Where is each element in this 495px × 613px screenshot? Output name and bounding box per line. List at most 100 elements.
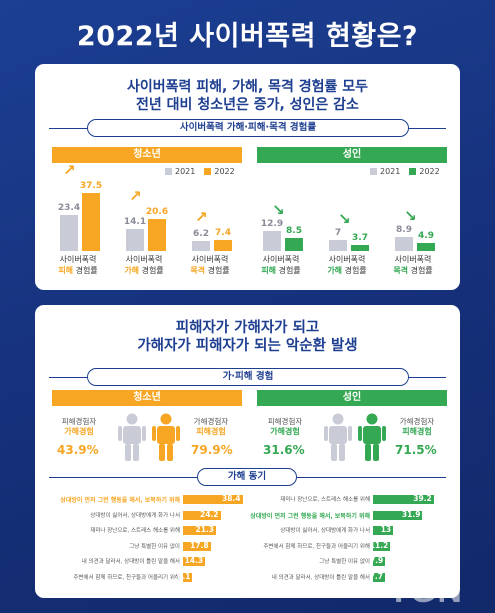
adult-value-2022: 4.9 bbox=[418, 231, 434, 242]
youth-bar-2021 bbox=[60, 214, 78, 251]
adult-bar-2021 bbox=[329, 240, 347, 251]
youth-motive-value: 6.1 bbox=[177, 571, 191, 581]
youth-offender-label: 가해경험자 피해경험 bbox=[193, 417, 229, 436]
adult-offender-pct: 71.5% bbox=[395, 443, 437, 457]
adult-motive-bar: 11.2 bbox=[369, 540, 391, 551]
youth-group-header: 청소년 bbox=[52, 390, 242, 406]
youth-category-label: 사이버폭력 목격 경험률 bbox=[190, 255, 230, 275]
youth-motive-label: 상대방이 먼저 그런 행동을 해서, 보복하기 위해 bbox=[60, 497, 180, 504]
youth-motive-value: 17.8 bbox=[190, 540, 209, 550]
youth-legend: 2021 2022 bbox=[165, 167, 235, 176]
youth-bar-2021 bbox=[126, 229, 144, 251]
youth-motive-value: 38.4 bbox=[222, 494, 241, 503]
youth-value-2021: 6.2 bbox=[193, 229, 209, 240]
adult-offender-label: 가해경험자 피해경험 bbox=[399, 417, 435, 436]
youth-motive-bar: 38.4 bbox=[183, 494, 243, 504]
adult-bar-2022 bbox=[417, 243, 435, 251]
youth-value-2022: 20.6 bbox=[145, 207, 169, 218]
adult-bar-2022 bbox=[351, 245, 369, 251]
youth-value-2021: 23.4 bbox=[57, 202, 81, 213]
tgn-watermark: TGN bbox=[388, 572, 463, 610]
rate-pill: 사이버폭력 가해·피해·목격 경험률 bbox=[87, 119, 409, 137]
adult-motive-label: 주변에서 함께 하므로, 친구들과 어울리기 위해 bbox=[263, 543, 370, 550]
cycle-panel: 피해자가 가해자가 되고 가해자가 피해자가 되는 악순환 발생 가·피해 경험… bbox=[35, 305, 460, 598]
youth-motive-bar: 17.8 bbox=[183, 540, 211, 551]
adult-motive-bar: 31.9 bbox=[373, 509, 423, 520]
legend-label-2022: 2022 bbox=[214, 167, 235, 176]
youth-bar-2022 bbox=[148, 219, 166, 251]
legend-label-2021: 2021 bbox=[380, 167, 401, 176]
adult-offender-figure-icon bbox=[358, 413, 386, 461]
adult-motive-bar: 13 bbox=[373, 525, 394, 535]
experience-pill: 가·피해 경험 bbox=[87, 368, 409, 386]
youth-bar-2021 bbox=[192, 241, 210, 251]
adult-motive-value: 7.9 bbox=[369, 556, 384, 565]
adult-trend-arrow-icon: ↘ bbox=[404, 207, 417, 226]
adult-bar-2022 bbox=[285, 237, 303, 251]
adult-motive-bar: 7.7 bbox=[369, 571, 385, 582]
youth-motive-bar: 6.1 bbox=[177, 572, 193, 582]
youth-motive-label: 그냥 특별한 이유 없이 bbox=[129, 543, 180, 550]
adult-motive-label: 상대방이 먼저 그런 행동을 해서, 보복하기 위해 bbox=[250, 512, 370, 520]
adult-victim-figure-icon bbox=[324, 413, 352, 461]
adult-group-header: 성인 bbox=[257, 147, 447, 163]
youth-category-label: 사이버폭력 피해 경험률 bbox=[58, 255, 98, 275]
adult-motive-label: 재미나 장난으로, 스트레스 해소를 위해 bbox=[280, 497, 370, 503]
panel1-headline-1: 사이버폭력 피해, 가해, 목격 경험률 모두 bbox=[126, 79, 369, 95]
youth-motive-bar: 21.3 bbox=[183, 525, 216, 535]
adult-trend-arrow-icon: ↘ bbox=[272, 201, 285, 219]
panel2-headline-1: 피해자가 가해자가 되고 bbox=[175, 320, 320, 336]
legend-swatch-adult-2022 bbox=[409, 168, 417, 175]
youth-offender-figure-icon bbox=[152, 413, 180, 461]
adult-category-label: 사이버폭력 가해 경험률 bbox=[327, 255, 367, 275]
youth-trend-arrow-icon: ↗ bbox=[129, 187, 142, 206]
adult-legend: 2021 2022 bbox=[370, 167, 440, 176]
adult-group-header: 성인 bbox=[257, 390, 447, 406]
youth-group-header: 청소년 bbox=[52, 147, 242, 163]
youth-value-2022: 37.5 bbox=[79, 180, 103, 191]
panel1-headline-2: 전년 대비 청소년은 증가, 성인은 감소 bbox=[136, 97, 359, 113]
adult-motive-value: 13 bbox=[380, 525, 392, 534]
youth-motive-label: 상대방이 싫어서, 상대방에게 화가 나서 bbox=[90, 512, 180, 519]
adult-motive-value: 39.2 bbox=[413, 494, 432, 503]
adult-motive-label: 상대방이 싫어서, 상대방에게 화가 나서 bbox=[280, 528, 370, 534]
youth-motive-bar: 24.2 bbox=[183, 510, 221, 520]
youth-motive-label: 주변에서 함께 하므로, 친구들과 어울리기 위해 bbox=[73, 574, 180, 581]
adult-bar-2021 bbox=[263, 231, 281, 251]
adult-motive-bar: 7.9 bbox=[369, 556, 386, 566]
adult-motive-value: 7.7 bbox=[369, 571, 383, 581]
legend-label-2022: 2022 bbox=[419, 167, 440, 176]
legend-label-2021: 2021 bbox=[175, 167, 196, 176]
adult-value-2021: 8.9 bbox=[396, 225, 412, 236]
youth-category-label: 사이버폭력 가해 경험률 bbox=[124, 255, 164, 275]
motive-pill: 가해 동기 bbox=[197, 468, 297, 486]
adult-bar-2021 bbox=[395, 237, 413, 251]
youth-motive-bar: 14.3 bbox=[183, 556, 206, 566]
adult-motive-label: 그냥 특별한 이유 없이 bbox=[319, 559, 370, 565]
legend-swatch-2021 bbox=[165, 168, 172, 175]
adult-value-2021: 7 bbox=[334, 228, 342, 239]
youth-bar-2022 bbox=[214, 239, 232, 251]
youth-victim-label: 피해경험자 가해경험 bbox=[61, 417, 97, 436]
adult-trend-arrow-icon: ↘ bbox=[338, 210, 351, 229]
youth-motive-label: 내 의견과 달라서, 상대방이 틀린 말을 해서 bbox=[81, 559, 180, 565]
youth-trend-arrow-icon: ↗ bbox=[195, 207, 208, 226]
youth-trend-arrow-icon: ↗ bbox=[63, 160, 76, 179]
adult-victim-pct: 31.6% bbox=[263, 443, 305, 457]
panel2-headline-2: 가해자가 피해자가 되는 악순환 발생 bbox=[137, 338, 358, 354]
adult-value-2022: 3.7 bbox=[352, 233, 368, 244]
youth-value-2021: 14.1 bbox=[123, 217, 147, 228]
adult-motive-bar: 39.2 bbox=[373, 494, 434, 504]
adult-value-2022: 8.5 bbox=[286, 225, 302, 236]
adult-category-label: 사이버폭력 피해 경험률 bbox=[261, 255, 301, 275]
adult-category-label: 사이버폭력 목격 경험률 bbox=[393, 255, 433, 275]
youth-motive-value: 21.3 bbox=[195, 525, 214, 534]
adult-victim-label: 피해경험자 가해경험 bbox=[267, 417, 303, 436]
youth-value-2022: 7.4 bbox=[215, 227, 231, 238]
adult-motive-value: 31.9 bbox=[401, 509, 421, 519]
page-title: 2022년 사이버폭력 현황은? bbox=[76, 21, 419, 52]
adult-motive-value: 11.2 bbox=[369, 540, 389, 550]
youth-motive-value: 14.3 bbox=[184, 556, 204, 565]
adult-value-2021: 12.9 bbox=[260, 219, 284, 229]
youth-offender-pct: 79.9% bbox=[191, 443, 233, 457]
